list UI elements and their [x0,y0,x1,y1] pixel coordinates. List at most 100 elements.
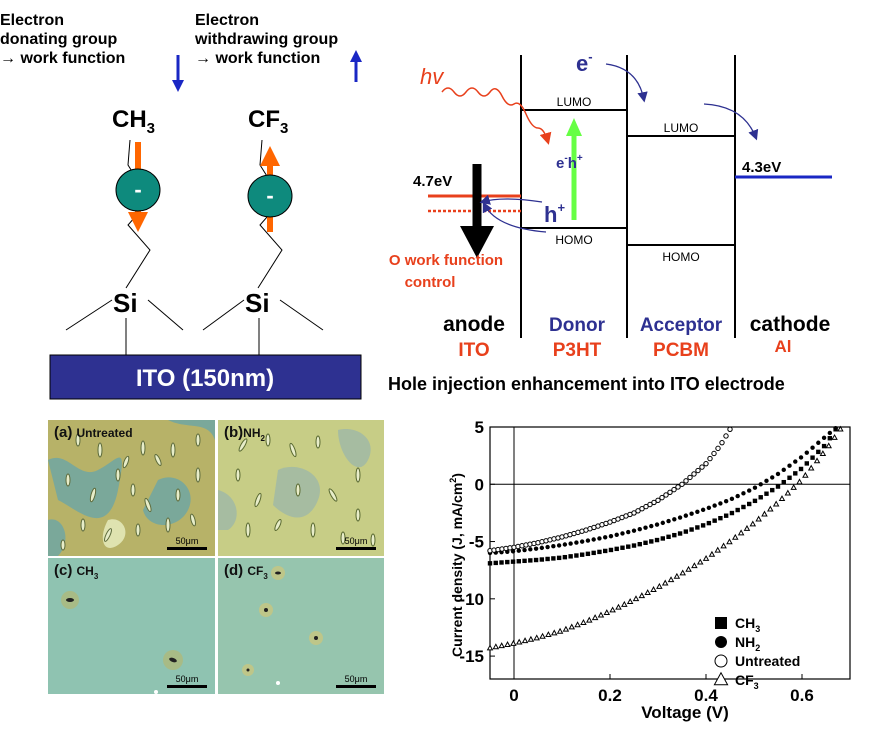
data-point-ch [683,529,689,534]
plot-area: 0 0.2 0.4 0.6 5 0 -5 -10 -15 [459,418,851,705]
anode-energy-label: 4.7eV [413,173,452,190]
down-arrow-icon [172,55,184,92]
data-point-ch [718,515,723,521]
electron-transfer-arrow-2 [703,103,759,141]
withdrawing-line-1: Electron [195,12,260,29]
data-point-cf [825,442,832,449]
data-point-cf [603,609,611,616]
data-point-nh [649,523,654,529]
data-point-cf [568,623,576,630]
data-point-untreated [671,486,677,493]
micrograph-untreated: (a) Untreated 50μm [48,420,215,556]
cf3-texture [218,558,384,694]
data-point-ch [793,471,798,476]
data-point-cf [679,569,686,576]
layer-name-donor: Donor [549,315,606,336]
data-point-ch [654,537,660,543]
data-point-untreated [679,481,685,487]
data-point-nh [539,545,545,551]
work-function-text-2: control [405,274,456,291]
data-point-ch [695,525,700,530]
data-point-untreated [663,492,669,498]
data-point-ch [603,548,608,554]
data-point-nh [591,537,596,542]
data-point-cf [743,524,751,531]
data-point-untreated [691,471,697,477]
data-point-nh [522,547,527,553]
data-point-ch [643,540,648,546]
scale-bar-d: 50μm [336,674,376,688]
data-point-nh [741,491,746,496]
data-point-nh [712,503,717,508]
data-point-untreated [667,489,673,495]
data-point-cf [621,600,628,607]
data-point-nh [551,544,556,549]
data-point-ch [752,498,758,504]
data-point-cf [504,641,511,647]
ito-substrate [49,354,362,400]
data-point-untreated [635,508,641,514]
data-point-cf [784,489,792,496]
data-point-cf [778,495,786,502]
data-point-ch [568,554,573,559]
si-label-2: Si [245,288,270,318]
cf3-molecule: - Si [202,139,324,355]
data-point-ch [597,549,602,555]
legend-label-nh: NH2 [735,634,760,653]
data-point-ch [723,513,729,518]
data-point-cf [632,595,640,602]
data-point-cf [533,634,540,641]
data-point-nh [723,499,729,504]
data-point-ch [626,544,631,549]
data-point-ch [741,504,746,510]
data-point-ch [551,556,556,561]
data-point-ch [677,531,683,536]
data-point-ch [562,554,568,560]
data-point-cf [562,625,570,632]
data-point-untreated [723,433,729,439]
data-point-untreated [647,501,653,508]
legend-label-untreated: Untreated [735,653,800,669]
data-point-cf [755,515,762,522]
data-point-cf [691,562,698,569]
legend-marker-cf [713,671,729,686]
data-point-ch [499,560,504,565]
x-tick-label: 0 [509,686,518,705]
data-point-nh [608,533,614,539]
data-point-nh [528,547,533,552]
data-point-cf [597,611,605,618]
dipole-sign-2: - [266,183,273,208]
data-point-nh [620,531,625,536]
data-point-untreated [719,439,725,446]
data-point-cf [626,598,634,605]
ch3-texture [48,558,215,694]
data-point-ch [770,487,775,493]
data-point-nh [683,513,689,518]
data-point-ch [672,532,677,538]
layer-material-ito: ITO [458,340,489,361]
data-point-nh [689,511,694,516]
data-point-cf [732,533,739,540]
donating-line-2: donating group [0,31,118,48]
data-point-cf [749,520,757,527]
acceptor-homo-label: HOMO [662,250,699,264]
data-point-nh [510,549,516,554]
data-point-cf [831,433,838,440]
data-point-ch [608,547,614,553]
data-point-untreated [707,455,713,462]
excitation-arrow-icon [566,118,582,220]
scale-bar-a: 50μm [167,536,207,550]
legend-marker-nh [715,636,727,648]
data-point-nh [758,482,763,487]
electron-label: e- [576,49,593,76]
data-point-cf [726,538,733,545]
data-point-cf [521,637,529,644]
withdrawing-group-text: Electron withdrawing group → work functi… [195,11,338,68]
donor-homo-label: HOMO [555,233,592,247]
data-point-nh [574,540,579,545]
data-point-cf [644,589,651,596]
data-point-cf [813,457,821,464]
data-point-cf [615,603,622,610]
data-point-cf [550,629,558,636]
data-point-nh [735,493,740,499]
